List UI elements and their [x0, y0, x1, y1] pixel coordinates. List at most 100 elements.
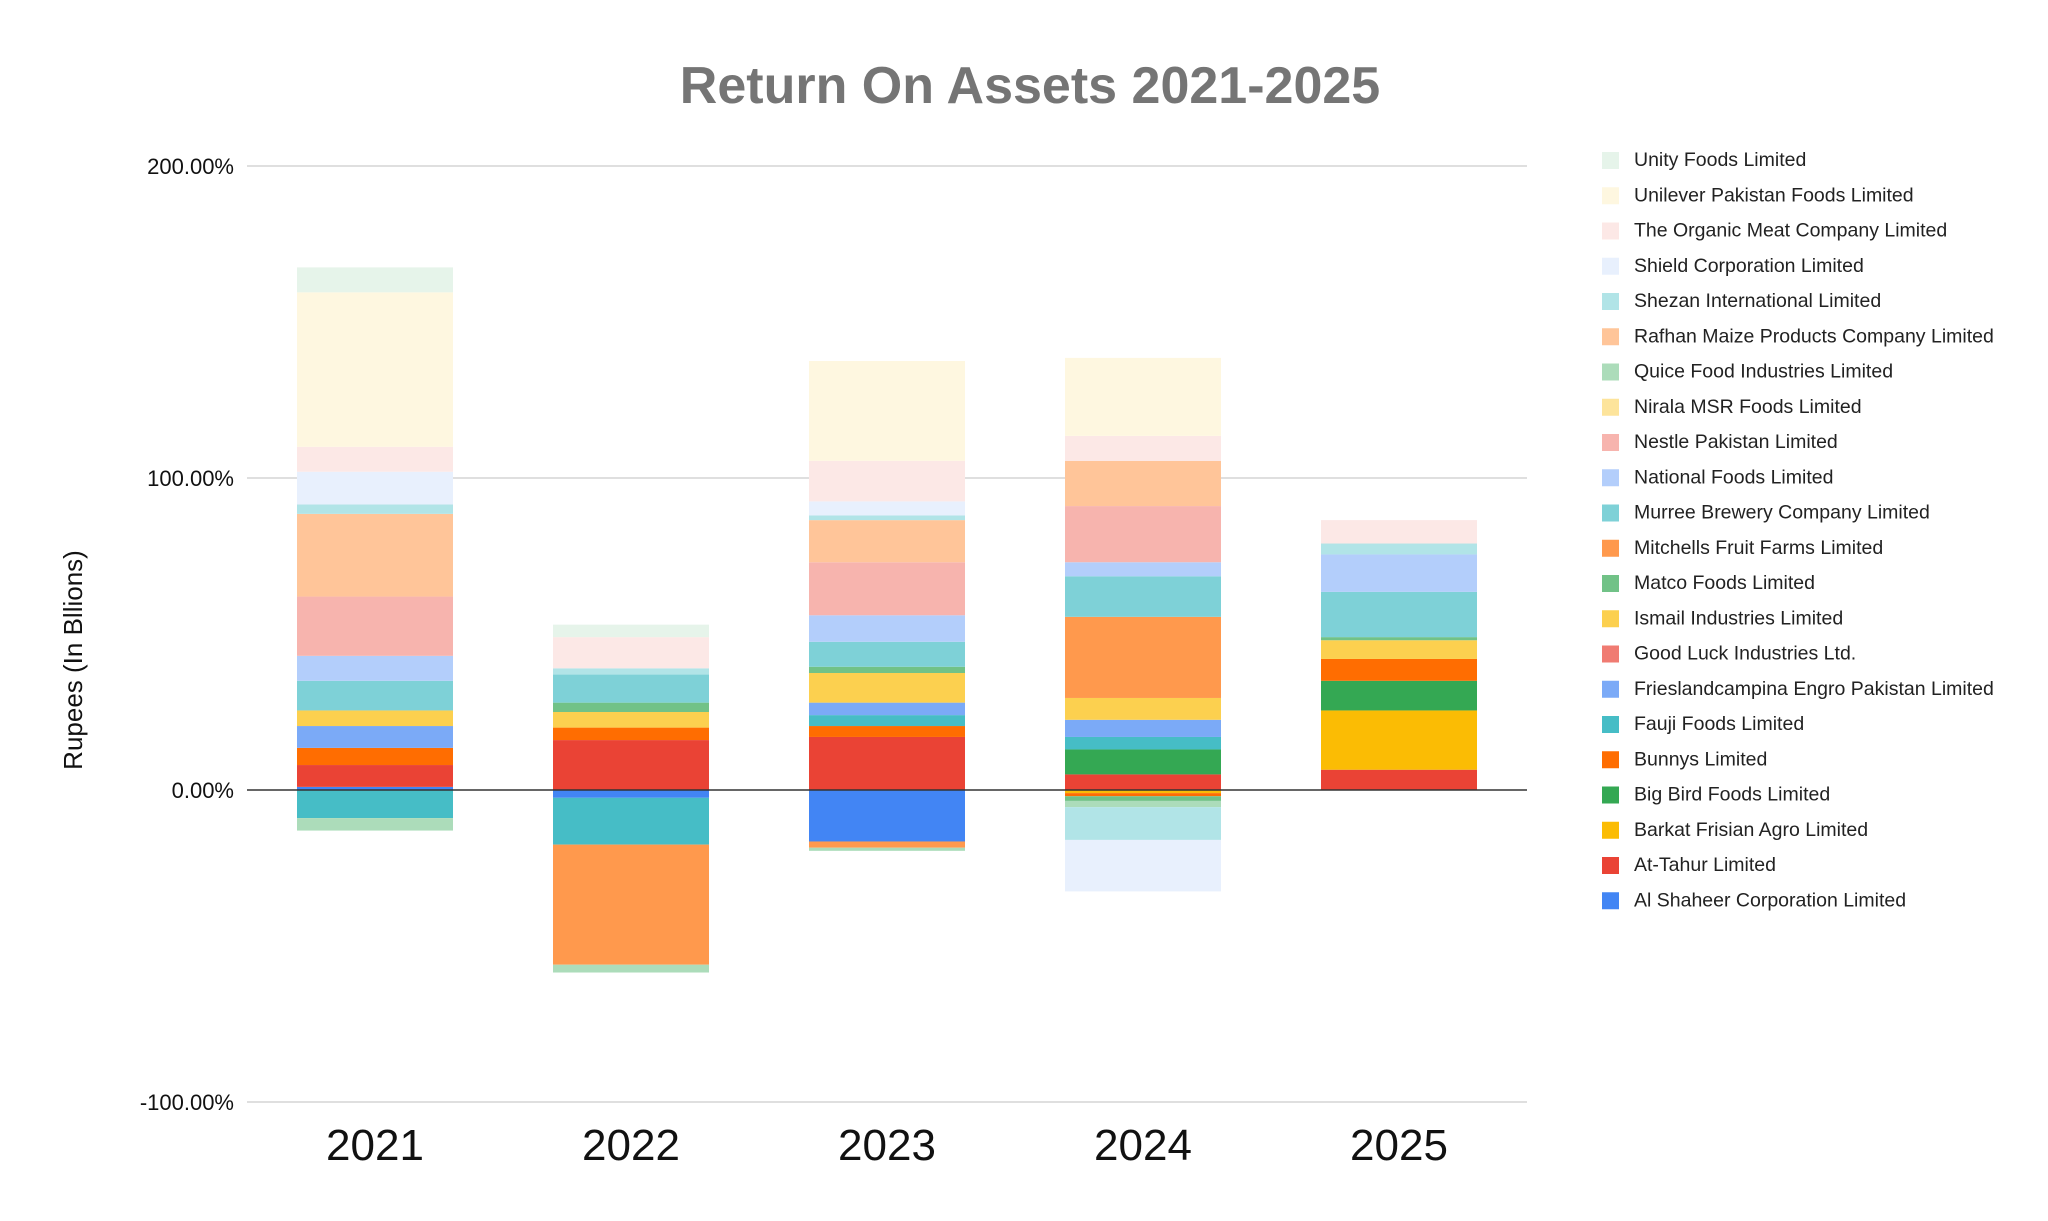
bar-segment [1321, 658, 1477, 681]
bar-segment [553, 964, 709, 973]
y-tick-label: 0.00% [172, 778, 234, 803]
bar-segment [1065, 576, 1221, 617]
bar-segment [553, 702, 709, 712]
legend-label: Mitchells Fruit Farms Limited [1634, 537, 1883, 559]
bar-segment [553, 637, 709, 669]
bar-segment [1321, 710, 1477, 770]
legend-swatch [1602, 716, 1619, 733]
legend-label: Bunnys Limited [1634, 748, 1767, 770]
bar-segment [1065, 357, 1221, 436]
bar-segment [553, 668, 709, 675]
bar-segment [809, 666, 965, 673]
bar-segment [297, 471, 453, 505]
bar-segment [1065, 460, 1221, 507]
y-tick-label: 100.00% [147, 466, 234, 491]
bar-segment [1321, 769, 1477, 790]
legend-swatch [1602, 328, 1619, 346]
bar-segment [809, 501, 965, 516]
y-tick-label: -100.00% [140, 1090, 234, 1115]
bar-segment [297, 504, 453, 514]
bar-segment [1065, 796, 1221, 801]
bar-segment [1065, 736, 1221, 750]
bar-segment [809, 847, 965, 851]
bar-segment [297, 747, 453, 766]
bar-segment [1065, 697, 1221, 720]
bar-segment [809, 715, 965, 727]
legend-swatch [1602, 892, 1619, 910]
bar-segment [1321, 640, 1477, 659]
bar-segment [809, 841, 965, 848]
bar-segment [1065, 790, 1221, 794]
bar-segment [553, 712, 709, 728]
bar-segment [553, 844, 709, 965]
legend-label: National Foods Limited [1634, 466, 1833, 488]
bar-segment [1065, 562, 1221, 577]
legend-label: Rafhan Maize Products Company Limited [1634, 325, 1994, 347]
bar-segment [1321, 554, 1477, 592]
bar-segment [1065, 435, 1221, 461]
legend-label: The Organic Meat Company Limited [1634, 220, 1947, 242]
legend-label: Quice Food Industries Limited [1634, 361, 1893, 383]
legend-swatch [1602, 363, 1619, 381]
bar-segment [1065, 616, 1221, 698]
chart-title: Return On Assets 2021-2025 [680, 57, 1380, 115]
bar-segment [809, 736, 965, 790]
legend-label: Al Shaheer Corporation Limited [1634, 889, 1906, 911]
legend-swatch [1602, 539, 1619, 557]
legend-label: Ismail Industries Limited [1634, 607, 1843, 629]
bars [297, 267, 1477, 973]
bar-segment [553, 727, 709, 741]
bar-segment [297, 790, 453, 819]
legend-swatch [1602, 645, 1619, 663]
x-tick-label: 2021 [326, 1121, 424, 1170]
legend-swatch [1602, 786, 1619, 804]
bar-segment [297, 292, 453, 447]
bar-segment [297, 446, 453, 472]
bar-segment [809, 673, 965, 703]
bar-segment [809, 790, 965, 842]
legend-swatch [1602, 821, 1619, 839]
legend-swatch [1602, 187, 1619, 205]
legend-label: Good Luck Industries Ltd. [1634, 643, 1856, 665]
bar-segment [1065, 807, 1221, 840]
bar-segment [1065, 749, 1221, 775]
y-tick-label: 200.00% [147, 154, 234, 179]
bar-segment [553, 624, 709, 638]
bar-segment [297, 786, 453, 790]
bar-segment [297, 710, 453, 727]
legend-label: Nestle Pakistan Limited [1634, 431, 1838, 453]
legend-swatch [1602, 222, 1619, 240]
bar-segment [297, 765, 453, 787]
legend-swatch [1602, 257, 1619, 275]
legend-label: Unity Foods Limited [1634, 149, 1806, 171]
bar-segment [297, 818, 453, 831]
bar-segment [1321, 520, 1477, 544]
bar-segment [809, 702, 965, 716]
legend-swatch [1602, 152, 1619, 169]
bar-segment [553, 740, 709, 790]
bar-segment [1321, 591, 1477, 638]
bar-segment [297, 726, 453, 748]
legend-swatch [1602, 293, 1619, 310]
legend-label: At-Tahur Limited [1634, 854, 1776, 876]
bar-segment [1065, 793, 1221, 797]
legend-swatch [1602, 434, 1619, 451]
x-tick-label: 2022 [582, 1121, 680, 1170]
legend-label: Barkat Frisian Agro Limited [1634, 819, 1868, 841]
x-tick-label: 2025 [1350, 1121, 1448, 1170]
axes: 200.00% 100.00% 0.00% -100.00% 2021 2022 2023 2… [140, 154, 1527, 1170]
legend-swatch [1602, 504, 1619, 522]
bar-segment [553, 797, 709, 845]
legend: Unity Foods Limited Unilever Pakistan Foo… [1602, 149, 1994, 911]
bar-segment [297, 680, 453, 711]
legend-label: Fauji Foods Limited [1634, 713, 1804, 735]
bar-segment [1065, 774, 1221, 790]
bar-segment [809, 460, 965, 502]
bar-segment [1065, 839, 1221, 892]
bar-segment [1065, 719, 1221, 737]
bar-segment [1321, 543, 1477, 555]
legend-label: Nirala MSR Foods Limited [1634, 396, 1862, 418]
bar-segment [297, 267, 453, 293]
x-tick-label: 2023 [838, 1121, 936, 1170]
